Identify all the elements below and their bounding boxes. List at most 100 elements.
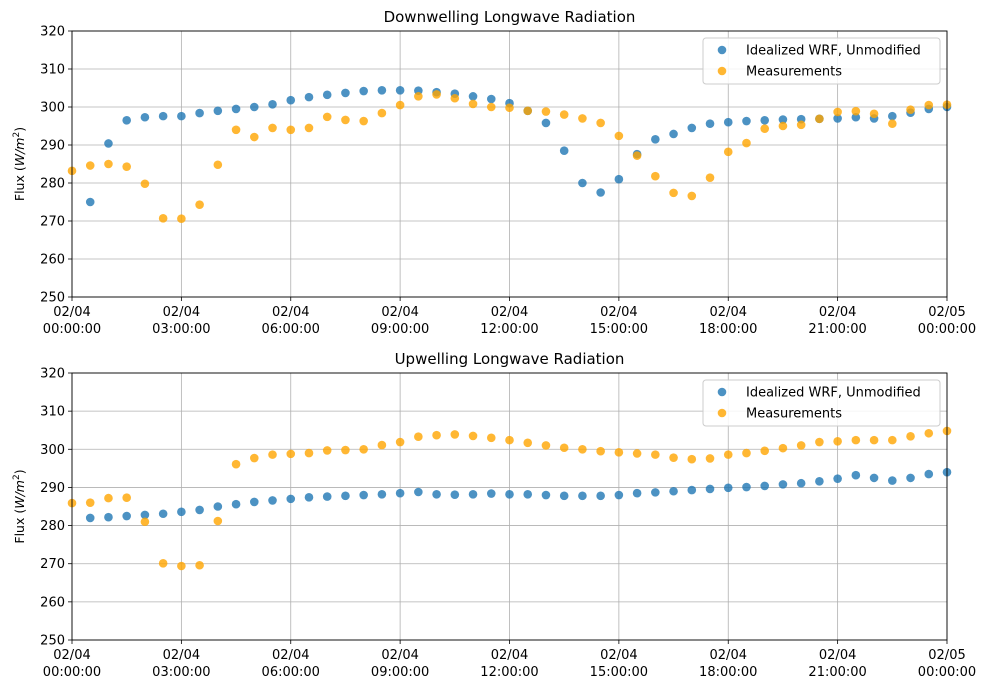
data-point-wrf	[596, 188, 605, 197]
series-wrf	[85, 467, 952, 523]
data-point-wrf	[888, 111, 897, 121]
data-point-measurements	[231, 125, 241, 135]
data-point-measurements	[341, 445, 350, 455]
data-point-wrf	[742, 482, 751, 492]
data-point-measurements	[851, 106, 861, 116]
data-point-measurements	[869, 109, 879, 119]
legend-label-wrf: Idealized WRF, Unmodified	[746, 44, 921, 59]
data-point-wrf	[815, 477, 824, 486]
y-tick-label: 300	[40, 443, 65, 458]
data-point-wrf	[195, 108, 204, 118]
data-point-measurements	[924, 100, 934, 110]
data-point-measurements	[140, 179, 150, 189]
data-point-wrf	[888, 476, 897, 485]
data-point-wrf	[286, 494, 296, 504]
data-point-wrf	[578, 491, 587, 501]
x-tick-label-time: 21:00:00	[808, 665, 866, 680]
data-point-wrf	[541, 490, 551, 500]
data-point-measurements	[414, 432, 423, 441]
data-point-wrf	[359, 86, 368, 96]
data-point-measurements	[523, 438, 533, 448]
data-point-measurements	[414, 92, 423, 101]
y-tick-label: 310	[40, 405, 65, 420]
data-point-measurements	[322, 112, 332, 122]
data-point-measurements	[888, 435, 897, 445]
data-point-wrf	[432, 489, 441, 499]
data-point-wrf	[851, 112, 861, 122]
x-tick-label-date: 02/04	[819, 305, 856, 320]
data-point-measurements	[651, 171, 660, 181]
data-point-wrf	[377, 85, 387, 95]
data-point-measurements	[742, 448, 751, 458]
data-point-measurements	[140, 517, 150, 527]
data-point-wrf	[286, 95, 296, 105]
series-measurements	[67, 426, 952, 571]
data-point-wrf	[505, 489, 514, 499]
y-tick-label: 280	[40, 519, 65, 534]
x-tick-label-date: 02/04	[600, 648, 637, 663]
data-point-measurements	[122, 493, 131, 503]
legend: Idealized WRF, Unmodified Measurements	[702, 37, 941, 85]
x-tick-label-date: 02/05	[928, 305, 965, 320]
data-point-measurements	[213, 160, 223, 170]
y-tick-label: 250	[40, 634, 65, 649]
data-point-measurements	[888, 119, 897, 129]
data-point-measurements	[815, 437, 824, 447]
data-point-measurements	[231, 459, 241, 469]
data-point-measurements	[651, 450, 660, 459]
data-point-wrf	[468, 92, 478, 101]
y-tick-label: 260	[40, 253, 65, 268]
data-point-wrf	[778, 480, 788, 489]
data-point-measurements	[559, 110, 569, 119]
y-axis-label: Flux (W/m2)	[12, 469, 27, 543]
data-point-wrf	[723, 483, 733, 493]
data-point-measurements	[249, 132, 259, 142]
data-point-wrf	[304, 493, 314, 502]
data-point-wrf	[468, 489, 478, 499]
data-point-wrf	[851, 470, 861, 480]
data-point-measurements	[468, 431, 478, 441]
data-point-wrf	[213, 502, 223, 511]
x-tick-label-time: 00:00:00	[918, 322, 976, 337]
legend-marker-measurements	[717, 408, 727, 418]
legend-box	[702, 37, 941, 85]
x-tick-label-time: 12:00:00	[480, 665, 538, 680]
data-point-measurements	[796, 441, 806, 450]
data-point-wrf	[596, 491, 605, 501]
x-tick-label-time: 18:00:00	[699, 322, 757, 337]
data-point-measurements	[505, 103, 514, 113]
legend-label-measurements: Measurements	[746, 407, 842, 422]
x-tick-label-date: 02/04	[381, 305, 418, 320]
x-tick-label-date: 02/04	[600, 305, 637, 320]
x-tick-label-date: 02/04	[381, 648, 418, 663]
data-point-measurements	[177, 561, 186, 571]
data-point-measurements	[377, 440, 387, 450]
data-point-wrf	[395, 85, 405, 95]
x-tick-label-date: 02/04	[163, 305, 200, 320]
data-point-measurements	[286, 449, 296, 459]
data-point-measurements	[596, 118, 605, 128]
y-tick-label: 250	[40, 291, 65, 306]
data-point-wrf	[669, 486, 678, 496]
data-point-wrf	[778, 115, 788, 124]
data-point-measurements	[669, 188, 678, 198]
data-point-wrf	[177, 111, 186, 121]
data-point-wrf	[559, 491, 569, 501]
data-point-wrf	[906, 473, 915, 483]
x-tick-label-date: 02/04	[53, 648, 90, 663]
data-point-wrf	[541, 118, 551, 128]
data-point-wrf	[85, 197, 95, 207]
data-point-wrf	[705, 119, 715, 129]
legend-marker-measurements	[717, 66, 727, 76]
x-tick-label-date: 02/04	[53, 305, 90, 320]
data-point-wrf	[195, 505, 204, 515]
data-point-measurements	[815, 114, 824, 124]
data-point-measurements	[486, 102, 496, 112]
data-point-wrf	[304, 92, 314, 102]
y-tick-label: 310	[40, 63, 65, 78]
x-tick-label-time: 00:00:00	[918, 665, 976, 680]
data-point-measurements	[195, 560, 204, 570]
data-point-wrf	[158, 111, 168, 121]
data-point-measurements	[249, 453, 259, 463]
y-axis-label: Flux (W/m2)	[12, 127, 27, 201]
